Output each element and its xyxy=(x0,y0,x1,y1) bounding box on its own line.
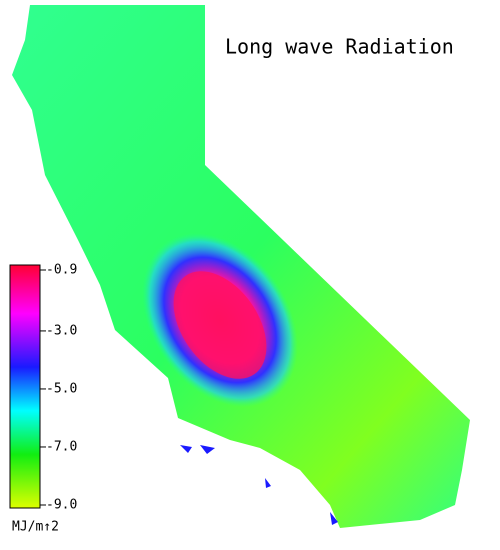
colorbar-unit: MJ/m↑2 xyxy=(12,520,59,535)
tick-label: -3.0 xyxy=(46,323,77,338)
tick-label: -5.0 xyxy=(46,381,77,396)
tick-label: -0.9 xyxy=(46,263,77,278)
colorbar-ticks: -0.9 -3.0 -5.0 -7.0 -9.0 xyxy=(40,263,77,513)
tick-label: -9.0 xyxy=(46,498,77,513)
colorbar xyxy=(9,264,41,509)
california xyxy=(12,5,470,528)
tick-label: -7.0 xyxy=(46,439,77,454)
title: Long wave Radiation xyxy=(225,35,454,59)
